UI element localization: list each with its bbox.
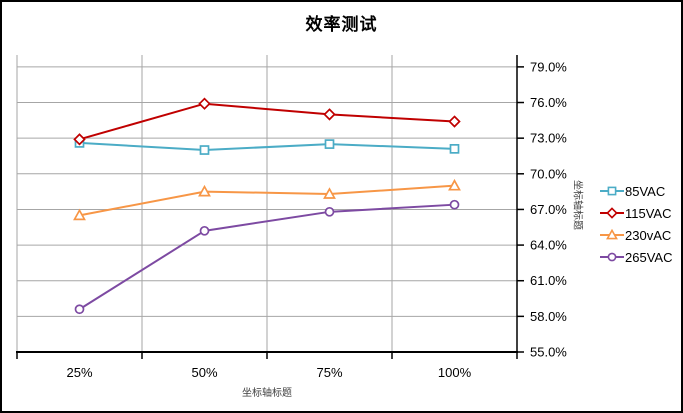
x-axis-title: 坐标轴标题 [242, 388, 292, 399]
legend-marker-shape [606, 229, 618, 240]
legend-label: 85VAC [625, 183, 666, 199]
data-point-marker [448, 115, 461, 128]
series-line-230vAC [79, 184, 455, 217]
data-point-marker [73, 133, 86, 146]
data-point-marker [199, 145, 210, 155]
series-line-265VAC [78, 203, 455, 311]
x-tick-label: 100% [438, 365, 472, 380]
x-tick-label: 25% [66, 365, 92, 380]
legend-marker-circle-icon [600, 252, 624, 262]
y-tick-label: 64.0% [530, 238, 567, 253]
y-axis-title: 坐标轴标题 [571, 180, 583, 230]
data-point-marker [324, 206, 335, 217]
data-point-marker [198, 97, 211, 110]
data-point-marker [198, 184, 211, 197]
legend-marker-square-icon [600, 186, 624, 196]
series-line-85VAC [79, 141, 455, 152]
legend-marker-shape [607, 252, 617, 262]
data-point-marker [449, 199, 460, 210]
data-point-marker [74, 304, 85, 315]
legend-item-115VAC: 115VAC [600, 202, 672, 224]
y-tick-label: 61.0% [530, 273, 567, 288]
y-tick-label: 67.0% [530, 202, 567, 217]
y-tick-label: 73.0% [530, 131, 567, 146]
data-point-marker [448, 178, 461, 191]
data-point-marker [324, 139, 335, 149]
legend-item-85VAC: 85VAC [600, 180, 672, 202]
x-tick-label: 75% [316, 365, 342, 380]
chart-title: 效率测试 [305, 15, 378, 34]
series-line-115VAC [79, 102, 455, 141]
legend-label: 230vAC [625, 227, 672, 243]
y-tick-label: 55.0% [530, 345, 567, 360]
legend-label: 115VAC [625, 205, 672, 221]
legend-marker-shape [607, 186, 617, 196]
legend-item-230vAC: 230vAC [600, 224, 672, 246]
data-point-marker [199, 225, 210, 236]
legend: 85VAC 115VAC 230vAC 265VAC [600, 180, 672, 268]
y-tick-label: 70.0% [530, 166, 567, 181]
legend-label: 265VAC [625, 249, 673, 265]
data-point-marker [73, 208, 86, 221]
legend-marker-shape [606, 207, 618, 219]
data-point-marker [323, 187, 336, 199]
legend-item-265VAC: 265VAC [600, 246, 672, 268]
data-point-marker [323, 108, 336, 121]
data-point-marker [449, 144, 460, 154]
legend-marker-triangle-icon [600, 229, 624, 240]
x-tick-label: 50% [191, 365, 217, 380]
legend-marker-diamond-icon [600, 207, 624, 219]
y-tick-label: 58.0% [530, 309, 567, 324]
y-tick-label: 79.0% [530, 59, 567, 74]
y-tick-label: 76.0% [530, 95, 567, 110]
